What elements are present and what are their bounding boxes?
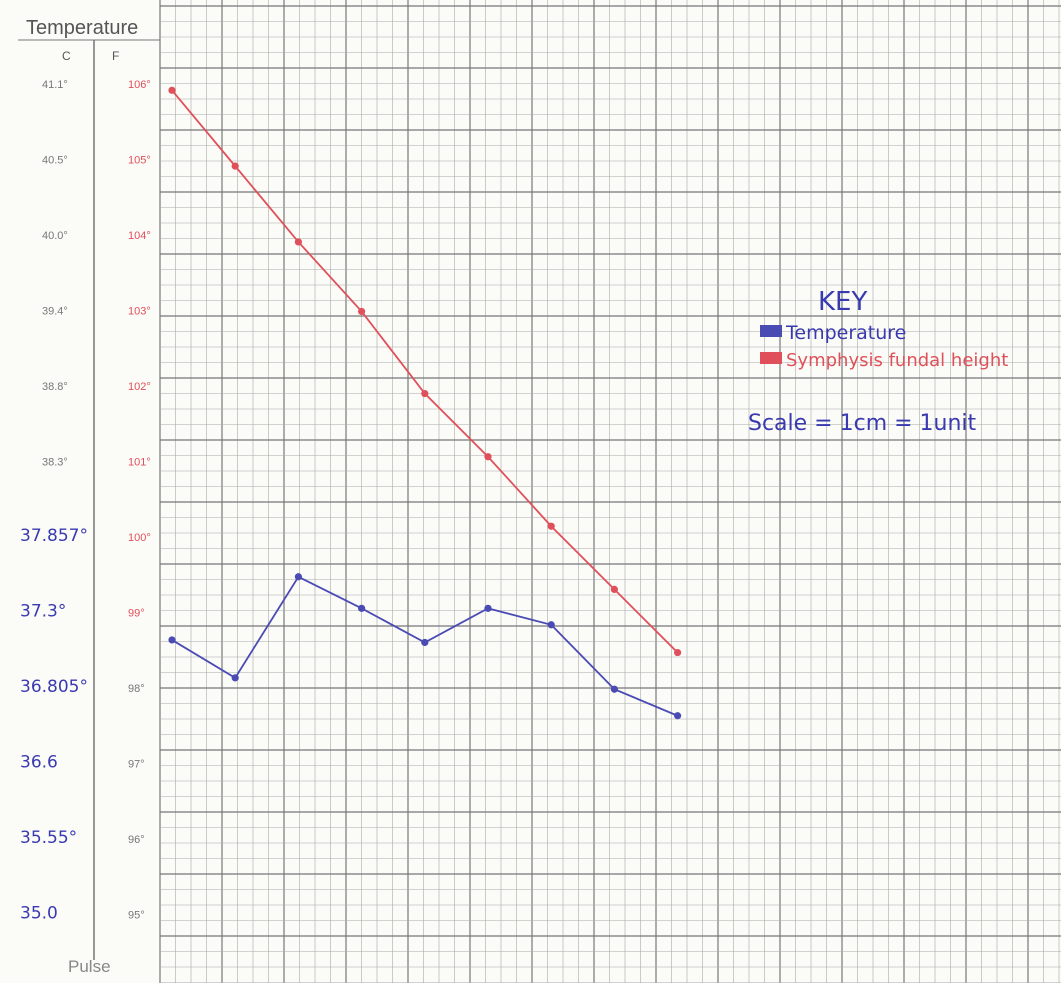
legend-title: KEY [818,287,867,317]
celsius-tick-label: 38.8° [42,381,68,393]
celsius-tick-label: 37.857° [20,526,88,546]
legend-label-temperature: Temperature [785,322,906,344]
fahrenheit-tick-label: 97° [128,759,145,771]
series [168,86,682,720]
celsius-axis-label: C [62,49,71,63]
data-point-fundal-height [294,238,302,246]
fahrenheit-tick-label: 106° [128,79,151,91]
data-point-fundal-height [168,86,176,94]
data-point-fundal-height [358,307,366,316]
tick-labels: 41.1° 40.5° 40.0° 39.4° 38.8° 38.3° 37.857° 37.… [20,79,151,924]
series-line-temperature [171,575,678,717]
data-point-fundal-height [484,453,492,461]
data-point-temperature [547,621,555,629]
fahrenheit-tick-label: 96° [128,834,145,846]
fahrenheit-tick-label: 102° [128,381,151,393]
fahrenheit-axis-label: F [112,49,119,63]
celsius-tick-label: 38.3° [42,457,68,469]
data-point-temperature [674,712,682,720]
data-point-temperature [231,674,239,682]
chart-title: Temperature [26,17,138,39]
scale-note: Scale = 1cm = 1unit [748,411,977,436]
data-point-temperature [421,638,429,647]
data-point-temperature [484,604,492,612]
data-point-temperature [294,573,302,581]
legend-swatch-temperature [760,325,782,337]
data-point-temperature [610,685,619,693]
celsius-tick-label: 37.3° [20,602,66,622]
legend: KEY Temperature Symphysis fundal height … [748,287,1008,436]
legend-label-fundal-height: Symphysis fundal height [786,350,1008,371]
fahrenheit-tick-label: 103° [128,306,151,318]
celsius-tick-label: 35.55° [20,828,77,848]
data-point-fundal-height [547,522,555,530]
celsius-tick-label: 41.1° [42,79,68,91]
celsius-tick-label: 40.0° [42,230,68,242]
fahrenheit-tick-label: 98° [128,683,145,695]
grid [159,0,1061,983]
fahrenheit-tick-label: 99° [128,608,145,620]
fahrenheit-tick-label: 105° [128,155,151,167]
fahrenheit-tick-label: 104° [128,230,151,242]
fahrenheit-tick-label: 100° [128,532,151,544]
celsius-tick-label: 35.0 [20,904,58,924]
data-point-fundal-height [231,162,239,170]
data-point-fundal-height [674,648,682,657]
data-point-temperature [358,604,366,612]
pulse-label: Pulse [68,957,111,976]
celsius-tick-label: 40.5° [42,155,68,167]
data-point-fundal-height [421,389,429,398]
axes [18,39,160,960]
celsius-tick-label: 36.6 [20,753,58,773]
fahrenheit-tick-label: 101° [128,457,151,469]
legend-swatch-fundal-height [760,352,782,364]
fahrenheit-tick-label: 95° [128,910,145,922]
data-point-temperature [168,636,176,644]
celsius-tick-label: 36.805° [20,677,88,697]
celsius-tick-label: 39.4° [42,306,68,318]
data-point-fundal-height [610,585,619,593]
series-line-fundal-height [171,89,679,654]
